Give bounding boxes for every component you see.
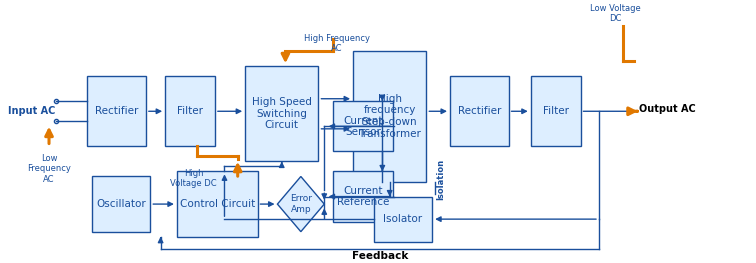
FancyBboxPatch shape [450, 76, 509, 146]
FancyBboxPatch shape [165, 76, 215, 146]
Text: Feedback: Feedback [352, 251, 408, 261]
Text: Low Voltage
DC: Low Voltage DC [590, 4, 641, 23]
Text: Rectifier: Rectifier [457, 106, 501, 116]
Text: Filter: Filter [177, 106, 203, 116]
Text: Input AC: Input AC [8, 106, 55, 116]
Text: Low
Frequency
AC: Low Frequency AC [27, 154, 71, 184]
Text: Isolation: Isolation [436, 158, 445, 200]
FancyBboxPatch shape [353, 51, 426, 181]
FancyBboxPatch shape [91, 176, 150, 232]
Text: High
frequency
Step-down
Transformer: High frequency Step-down Transformer [358, 94, 421, 139]
Text: High Speed
Switching
Circuit: High Speed Switching Circuit [252, 97, 311, 130]
FancyBboxPatch shape [177, 171, 258, 237]
Text: High
Voltage DC: High Voltage DC [170, 169, 217, 188]
Text: Current
Reference: Current Reference [337, 186, 389, 207]
Text: Current
Sensor: Current Sensor [343, 115, 383, 137]
FancyBboxPatch shape [87, 76, 146, 146]
Text: Error
Amp: Error Amp [290, 194, 311, 214]
Text: Output AC: Output AC [640, 104, 696, 114]
FancyBboxPatch shape [333, 101, 393, 151]
FancyBboxPatch shape [373, 196, 432, 242]
Polygon shape [277, 176, 324, 232]
Text: Control Circuit: Control Circuit [179, 199, 255, 209]
FancyBboxPatch shape [245, 66, 318, 161]
FancyBboxPatch shape [333, 171, 393, 222]
Text: Isolator: Isolator [383, 214, 423, 224]
Text: High Frequency
AC: High Frequency AC [304, 33, 370, 53]
Text: Rectifier: Rectifier [94, 106, 138, 116]
Text: Oscillator: Oscillator [96, 199, 146, 209]
Text: Filter: Filter [543, 106, 569, 116]
FancyBboxPatch shape [531, 76, 581, 146]
